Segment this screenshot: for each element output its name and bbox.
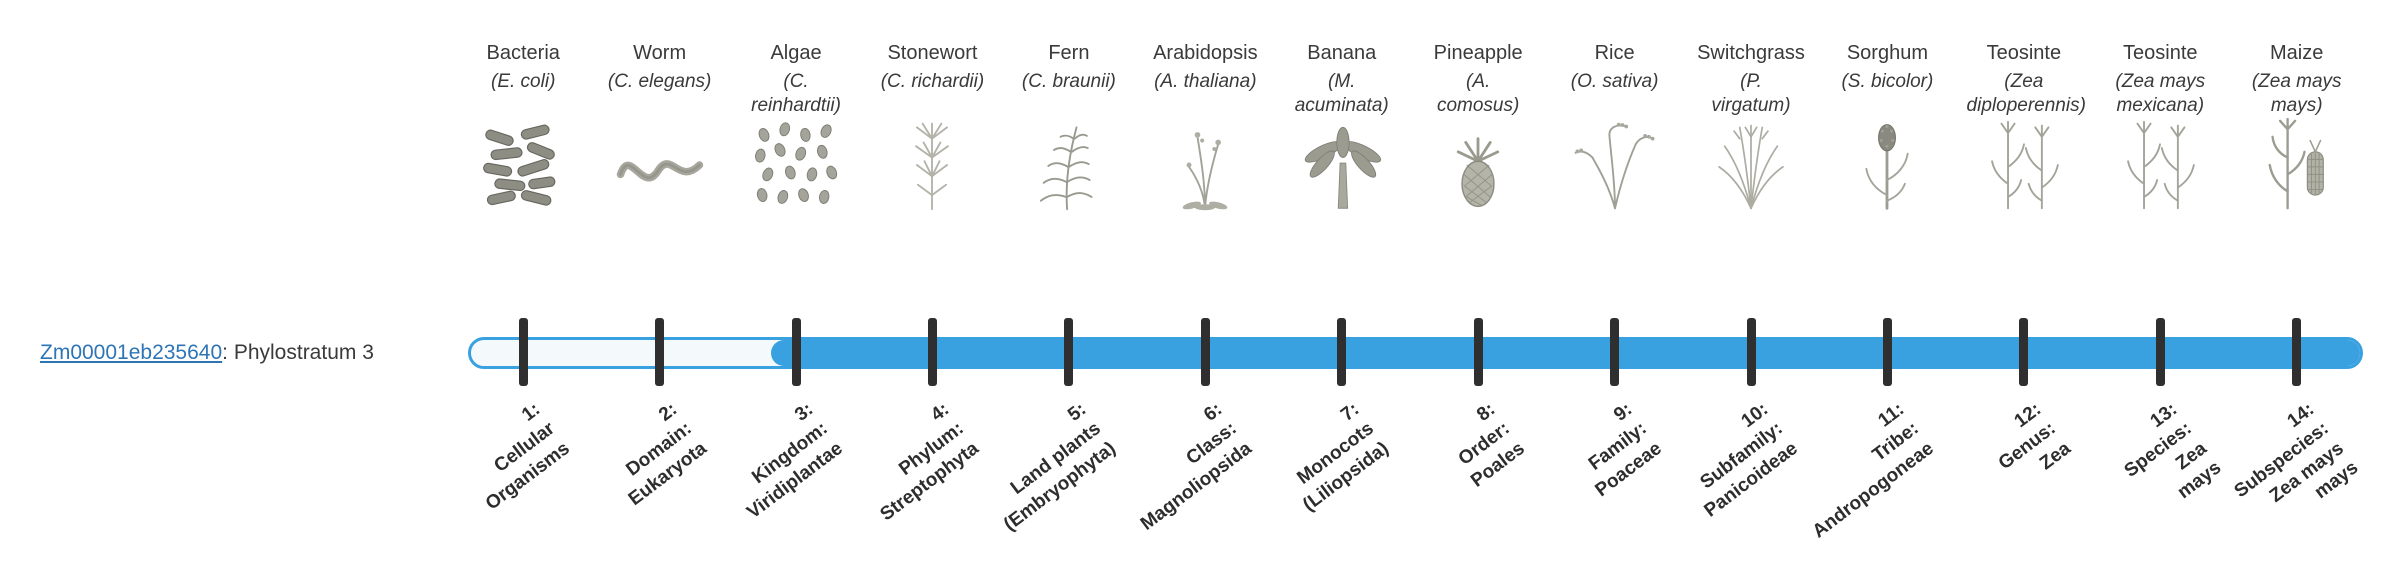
phylostratum-bar	[468, 337, 2363, 369]
pineapple-illustration	[1422, 118, 1534, 212]
stratum-column: Maize (Zea mays mays) 14: Subspecies: Ze…	[2228, 0, 2364, 580]
timeline-tick	[927, 318, 937, 386]
timeline-tick	[1473, 318, 1483, 386]
gene-phylostratum-text: : Phylostratum 3	[222, 341, 374, 364]
teosinte-illustration	[1968, 118, 2080, 212]
timeline-tick	[1746, 318, 1756, 386]
stratum-column: Teosinte (Zea mays mexicana) 13: Species…	[2092, 0, 2228, 580]
organism-common-name: Arabidopsis	[1153, 42, 1258, 64]
organism-common-name: Rice	[1594, 42, 1635, 64]
organism-scientific-name: (A. comosus)	[1436, 71, 1520, 116]
organism-common-name: Switchgrass	[1697, 42, 1805, 64]
organism-scientific-name: (Zea diploperennis)	[1966, 71, 2086, 116]
organism-scientific-name: (Zea mays mays)	[2251, 71, 2342, 116]
phylostratum-bar-fill	[771, 340, 2360, 366]
stratum-column: Algae (C. reinhardtii) 3: Kingdom: Virid…	[728, 0, 864, 580]
stratum-column: Sorghum (S. bicolor) 11: Tribe: Andropog…	[1809, 0, 1955, 580]
worm-illustration	[604, 118, 716, 212]
bacteria-illustration	[467, 118, 579, 212]
timeline-tick	[2155, 318, 2165, 386]
timeline-tick	[2292, 318, 2302, 386]
organism-scientific-name: (C. elegans)	[607, 71, 712, 92]
fern-illustration	[1013, 118, 1125, 212]
organism-scientific-name: (C. richardii)	[880, 71, 985, 92]
arabidopsis-illustration	[1149, 118, 1261, 212]
organism-scientific-name: (E. coli)	[491, 71, 556, 92]
stratum-column: Fern (C. braunii) 5: Land plants (Embryo…	[1000, 0, 1137, 580]
timeline-tick	[1882, 318, 1892, 386]
organism-common-name: Sorghum	[1846, 42, 1928, 64]
timeline-tick	[1610, 318, 1620, 386]
timeline-tick	[1200, 318, 1210, 386]
organism-common-name: Fern	[1048, 42, 1090, 64]
stonewort-illustration	[876, 118, 988, 212]
stratum-column: Worm (C. elegans) 2: Domain: Eukaryota	[591, 0, 727, 580]
organism-scientific-name: (A. thaliana)	[1154, 71, 1257, 92]
timeline-tick	[655, 318, 665, 386]
organism-scientific-name: (M. acuminata)	[1294, 71, 1389, 116]
stratum-column: Switchgrass (P. virgatum) 10: Subfamily:…	[1683, 0, 1819, 580]
rice-illustration	[1559, 118, 1671, 212]
switchgrass-illustration	[1695, 118, 1807, 212]
stratum-column: Teosinte (Zea diploperennis) 12: Genus: …	[1956, 0, 2092, 580]
teosinte-illustration	[2104, 118, 2216, 212]
stratum-column: Rice (O. sativa) 9: Family: Poaceae	[1546, 0, 1682, 580]
stratum-column: Stonewort (C. richardii) 4: Phylum: Stre…	[864, 0, 1000, 580]
algae-illustration	[740, 118, 852, 212]
organism-scientific-name: (Zea mays mexicana)	[2115, 71, 2206, 116]
organism-common-name: Teosinte	[1986, 42, 2062, 64]
organism-scientific-name: (C. braunii)	[1021, 71, 1116, 92]
timeline-tick	[2019, 318, 2029, 386]
organism-scientific-name: (C. reinhardtii)	[751, 71, 841, 116]
organism-common-name: Teosinte	[2123, 42, 2198, 64]
sorghum-illustration	[1831, 118, 1943, 212]
maize-illustration	[2241, 118, 2353, 212]
organism-scientific-name: (P. virgatum)	[1711, 71, 1791, 116]
organism-common-name: Maize	[2270, 42, 2324, 64]
organism-common-name: Bacteria	[486, 42, 560, 64]
banana-illustration	[1286, 118, 1398, 212]
organism-scientific-name: (O. sativa)	[1570, 71, 1659, 92]
timeline-tick	[1337, 318, 1347, 386]
organism-common-name: Banana	[1307, 42, 1377, 64]
stratum-column: Bacteria (E. coli) 1: Cellular Organisms	[455, 0, 591, 580]
gene-label: Zm00001eb235640: Phylostratum 3	[40, 341, 374, 365]
organism-common-name: Algae	[770, 42, 822, 64]
organism-common-name: Pineapple	[1433, 42, 1523, 64]
timeline-tick	[791, 318, 801, 386]
stratum-column: Pineapple (A. comosus) 8: Order: Poales	[1410, 0, 1546, 580]
gene-id-link[interactable]: Zm00001eb235640	[40, 341, 223, 364]
timeline-tick	[518, 318, 528, 386]
organism-common-name: Stonewort	[887, 42, 978, 64]
stratum-column: Arabidopsis (A. thaliana) 6: Class: Magn…	[1137, 0, 1273, 580]
organism-scientific-name: (S. bicolor)	[1841, 71, 1934, 92]
strata-columns: Bacteria (E. coli) 1: Cellular Organisms…	[455, 0, 2365, 580]
stratum-column: Banana (M. acuminata) 7: Monocots (Lilio…	[1274, 0, 1410, 580]
timeline-tick	[1064, 318, 1074, 386]
organism-common-name: Worm	[633, 42, 687, 64]
